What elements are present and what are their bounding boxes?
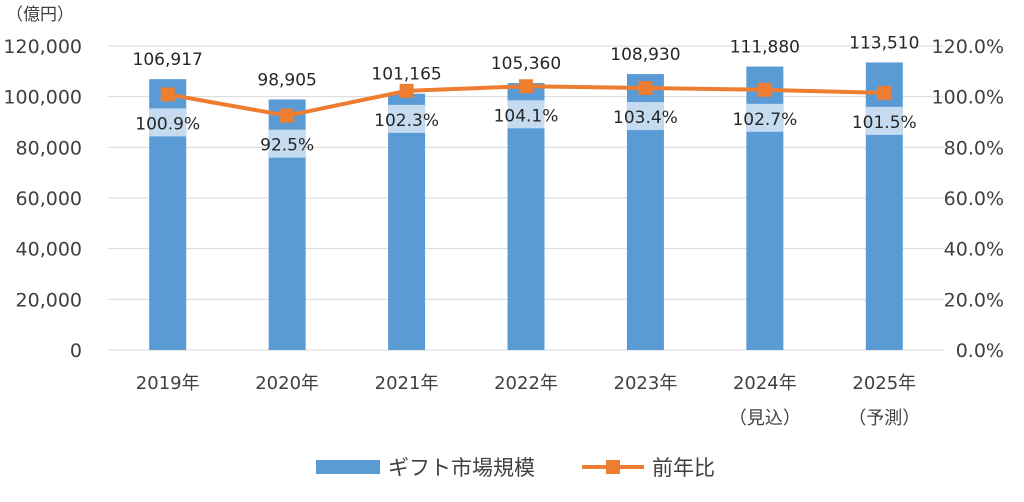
ratio-value-label: 100.9% (135, 114, 200, 134)
x-tick-label: 2025年 (852, 373, 916, 394)
legend: ギフト市場規模 前年比 (316, 456, 715, 480)
bar-value-label: 105,360 (491, 54, 561, 74)
chart-svg: 100.9% 92.5% 102.3% 104.1% 103.4% 102.7% 101.5… (0, 0, 1024, 498)
ratio-point-5 (758, 83, 772, 97)
x-tick-sublabel: （予測） (848, 408, 920, 429)
x-axis: 2019年 2020年 2021年 2022年 2023年 2024年 （見込） 2025年 （… (136, 373, 920, 429)
ratio-value-label: 101.5% (852, 113, 917, 133)
x-tick-label: 2022年 (494, 373, 558, 394)
chart-container: 100.9% 92.5% 102.3% 104.1% 103.4% 102.7% 101.5… (0, 0, 1024, 498)
ratio-point-6 (877, 86, 891, 100)
x-tick-label: 2023年 (614, 373, 678, 394)
ratio-value-label: 102.3% (374, 111, 439, 131)
right-tick-label: 120.0% (932, 36, 1004, 58)
right-tick-label: 100.0% (932, 87, 1004, 109)
left-tick-label: 40,000 (16, 239, 82, 261)
right-tick-label: 40.0% (944, 239, 1004, 261)
left-tick-label: 20,000 (16, 289, 82, 311)
x-tick-label: 2020年 (255, 373, 319, 394)
x-tick-label: 2021年 (375, 373, 439, 394)
right-tick-label: 0.0% (956, 340, 1004, 362)
left-tick-label: 60,000 (16, 188, 82, 210)
ratio-point-2 (400, 84, 414, 98)
bar-value-label: 108,930 (610, 45, 680, 65)
left-tick-label: 0 (70, 340, 82, 362)
bar-value-label: 101,165 (371, 65, 441, 85)
ratio-value-label: 104.1% (494, 106, 559, 126)
bar-value-label: 98,905 (257, 70, 316, 90)
bar-6 (866, 62, 903, 350)
ratio-value-label: 102.7% (732, 110, 797, 130)
ratio-value-label: 103.4% (613, 108, 678, 128)
ratio-point-0 (161, 87, 175, 101)
left-axis: 0 20,000 40,000 60,000 80,000 100,000 120,000 (3, 36, 82, 362)
bar-value-label: 106,917 (133, 50, 203, 70)
ratio-point-4 (638, 81, 652, 95)
left-tick-label: 80,000 (16, 137, 82, 159)
y-axis-unit-label: （億円） (6, 5, 74, 25)
legend-line-label: 前年比 (652, 456, 715, 480)
ratio-value-label: 92.5% (260, 136, 314, 156)
legend-bar-swatch (316, 460, 380, 474)
right-tick-label: 80.0% (944, 137, 1004, 159)
legend-line-marker (606, 460, 620, 474)
legend-bar-label: ギフト市場規模 (388, 456, 535, 480)
left-tick-label: 100,000 (3, 87, 82, 109)
x-tick-label: 2024年 (733, 373, 797, 394)
right-tick-label: 20.0% (944, 289, 1004, 311)
right-tick-label: 60.0% (944, 188, 1004, 210)
ratio-point-1 (280, 109, 294, 123)
bar-value-label: 111,880 (730, 38, 800, 58)
ratio-point-3 (519, 79, 533, 93)
x-tick-label: 2019年 (136, 373, 200, 394)
right-axis: 0.0% 20.0% 40.0% 60.0% 80.0% 100.0% 120.0% (932, 36, 1004, 362)
left-tick-label: 120,000 (3, 36, 82, 58)
bar-value-label: 113,510 (849, 33, 919, 53)
x-tick-sublabel: （見込） (729, 408, 801, 429)
